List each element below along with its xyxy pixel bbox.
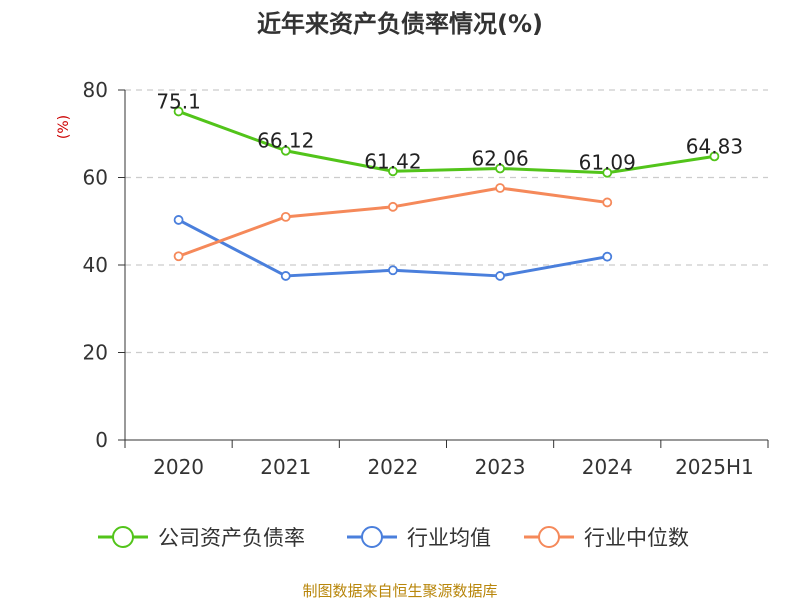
x-tick-label: 2020 bbox=[153, 455, 204, 479]
data-point bbox=[173, 251, 184, 262]
legend-label: 公司资产负债率 bbox=[158, 526, 305, 550]
legend-swatch-marker bbox=[538, 526, 560, 548]
legend-item: 行业均值 bbox=[347, 526, 491, 550]
data-point bbox=[602, 251, 613, 262]
y-tick-label: 20 bbox=[83, 341, 108, 365]
data-point bbox=[388, 201, 398, 212]
series-0 bbox=[173, 106, 720, 178]
series-line bbox=[178, 186, 608, 258]
data-label: 64.83 bbox=[686, 134, 743, 158]
x-tick-labels: 2020 2021 2022 2023 2024 2025H1 bbox=[153, 455, 754, 479]
data-point bbox=[388, 265, 398, 276]
series-2 bbox=[173, 183, 613, 262]
legend-item: 公司资产负债率 bbox=[98, 526, 305, 550]
legend-label: 行业均值 bbox=[407, 526, 491, 550]
x-tick-label: 2022 bbox=[367, 455, 418, 479]
data-point bbox=[495, 271, 505, 281]
legend-swatch-marker bbox=[112, 526, 134, 548]
data-point bbox=[495, 183, 505, 193]
data-label: 61.42 bbox=[364, 149, 421, 173]
axes bbox=[118, 89, 769, 448]
data-label: 62.06 bbox=[471, 146, 528, 170]
series-1 bbox=[173, 215, 613, 281]
data-point bbox=[280, 145, 291, 156]
x-tick-label: 2021 bbox=[260, 455, 311, 479]
data-point bbox=[602, 197, 613, 208]
data-label: 75.1 bbox=[156, 89, 201, 113]
grid-lines bbox=[125, 89, 768, 354]
source-note: 制图数据来自恒生聚源数据库 bbox=[302, 582, 497, 600]
legend-item: 行业中位数 bbox=[524, 526, 689, 550]
x-tick-label: 2024 bbox=[582, 455, 633, 479]
chart-title: 近年来资产负债率情况(%) bbox=[257, 10, 543, 38]
x-tick-label: 2023 bbox=[475, 455, 526, 479]
y-tick-label: 80 bbox=[83, 78, 108, 102]
y-tick-label: 60 bbox=[83, 166, 108, 190]
data-point bbox=[709, 151, 720, 162]
data-label: 61.09 bbox=[579, 151, 636, 175]
data-point bbox=[280, 211, 291, 222]
series-group bbox=[173, 106, 720, 281]
data-point bbox=[280, 271, 291, 281]
data-point bbox=[173, 106, 184, 117]
data-label: 66.12 bbox=[257, 129, 314, 153]
y-tick-label: 0 bbox=[95, 428, 108, 452]
data-point bbox=[602, 167, 613, 178]
y-tick-label: 40 bbox=[83, 253, 108, 277]
legend: 公司资产负债率 行业均值 行业中位数 bbox=[98, 526, 689, 550]
legend-label: 行业中位数 bbox=[584, 526, 689, 550]
data-labels: 75.1 66.12 61.42 62.06 61.09 64.83 bbox=[156, 89, 743, 174]
x-tick-label: 2025H1 bbox=[675, 455, 754, 479]
legend-swatch-marker bbox=[361, 526, 383, 548]
data-point bbox=[388, 166, 398, 177]
series-line bbox=[178, 110, 715, 175]
data-point bbox=[173, 215, 184, 225]
data-point bbox=[495, 163, 505, 174]
y-tick-labels: 0 20 40 60 80 bbox=[83, 78, 108, 452]
y-axis-label: (%) bbox=[56, 115, 72, 139]
